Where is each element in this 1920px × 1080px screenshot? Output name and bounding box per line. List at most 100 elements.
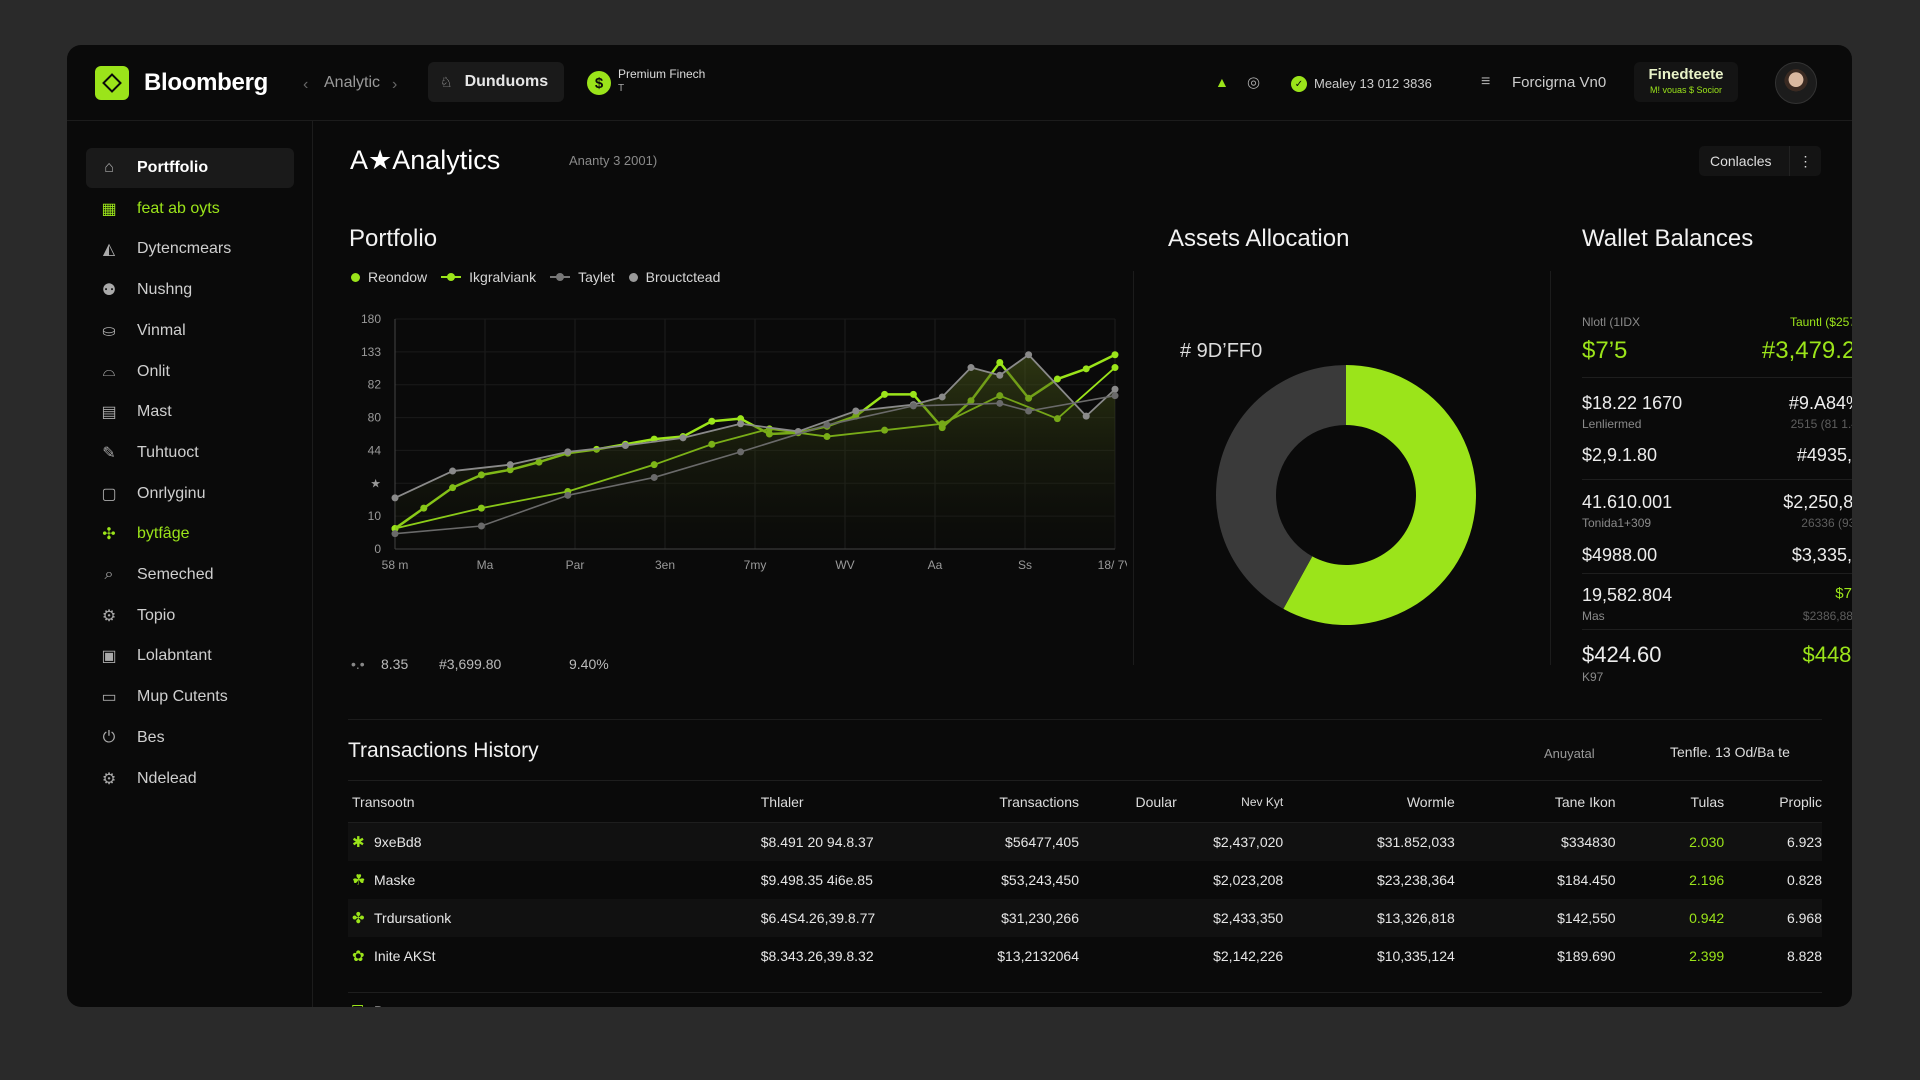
premium-button-title: Finedteete bbox=[1648, 66, 1724, 83]
gear-icon: ⚙ bbox=[101, 607, 117, 625]
bolt-icon[interactable]: ▲ bbox=[1215, 74, 1229, 90]
wallet-label: Mas bbox=[1582, 609, 1605, 623]
divider bbox=[1550, 271, 1551, 665]
table-header-7[interactable]: Tulas bbox=[1615, 780, 1725, 823]
data-point bbox=[1082, 365, 1090, 373]
document-icon: ▢ bbox=[101, 485, 117, 503]
table-cell: $56477,405 bbox=[918, 822, 1079, 861]
chevron-left-icon[interactable]: ‹ bbox=[303, 76, 309, 93]
chevron-right-icon[interactable]: › bbox=[392, 76, 398, 93]
shield-icon[interactable]: ◎ bbox=[1247, 74, 1261, 91]
sidebar-item[interactable]: ⌕ Semeched bbox=[86, 555, 294, 595]
contacts-button[interactable]: Conlacles ⋮ bbox=[1699, 146, 1821, 176]
row-name: Maske bbox=[374, 871, 416, 888]
legend-swatch bbox=[441, 273, 462, 281]
sidebar-item[interactable]: ▣ Lolabntant bbox=[86, 636, 294, 676]
table-row[interactable]: ☘ Maske $9.498.35 4i6e.85 $53,243,450 $2,023… bbox=[348, 861, 1822, 899]
table-cell: 0.828 bbox=[1786, 871, 1822, 888]
row-name: 9xeBd8 bbox=[374, 833, 422, 850]
table-row[interactable]: ✤ Trdursationk $6.4S4.26,39.8.77 $31,230,26… bbox=[348, 898, 1822, 937]
premium-button[interactable]: Finedteete M! vouas $ Socior bbox=[1634, 62, 1738, 102]
table-header-5[interactable]: Wormle bbox=[1283, 780, 1455, 823]
y-tick-label: 10 bbox=[368, 509, 382, 523]
more-vertical-icon[interactable]: ⋮ bbox=[1789, 146, 1821, 176]
sidebar-item[interactable]: ▭ Mup Cutents bbox=[86, 677, 294, 717]
sidebar-item-label: Nushng bbox=[137, 281, 193, 299]
allocation-label: # 9D’FF0 bbox=[1180, 340, 1263, 362]
sidebar-item[interactable]: ⏻ Bes bbox=[86, 718, 294, 758]
legend-label: Ikgralviank bbox=[469, 269, 537, 285]
y-tick-label: 80 bbox=[368, 411, 382, 425]
donut-slice-green[interactable] bbox=[1283, 365, 1476, 625]
wallet-value: #3,479.250 bbox=[1761, 337, 1852, 364]
wallet-value: 41.610.001 bbox=[1582, 492, 1673, 512]
table-row[interactable]: ✿ Inite AKSt $8.343.26,39.8.32 $13,2132064 $… bbox=[348, 937, 1822, 975]
table-header-4[interactable]: Nev Kyt bbox=[1176, 780, 1284, 823]
donut-slice-gray[interactable] bbox=[1216, 365, 1346, 609]
image-icon: ▣ bbox=[101, 648, 117, 666]
table-header-8[interactable]: Proplic bbox=[1724, 780, 1822, 823]
sidebar-item[interactable]: ⌂ Portffolio bbox=[86, 148, 294, 188]
table-cell: 0.942 bbox=[1615, 898, 1725, 937]
top-bar: Bloomberg ‹ Analytic › ♘ Dunduoms $ Prem… bbox=[67, 45, 1852, 121]
table-cell-name: ☘ Maske bbox=[348, 861, 761, 899]
table-header-0[interactable]: Transootn bbox=[348, 780, 761, 823]
data-point bbox=[1111, 351, 1119, 359]
sidebar-item[interactable]: ⛀ Vinmal bbox=[86, 311, 294, 351]
footer-value-1: 8.35 bbox=[381, 656, 409, 672]
table-header-1[interactable]: Thlaler bbox=[760, 780, 919, 823]
premium-button-sub: M! vouas $ Socior bbox=[1649, 85, 1723, 95]
transactions-date[interactable]: Tenfle. 13 Od/Ba te bbox=[1670, 744, 1790, 760]
sidebar-item[interactable]: ▦ feat ab oyts bbox=[86, 189, 294, 229]
message-icon: ▭ bbox=[101, 689, 117, 707]
sidebar-item-label: Lolabntant bbox=[137, 647, 212, 665]
breadcrumb-item-analytic[interactable]: Analytic bbox=[324, 74, 381, 91]
sidebar-item-label: Onlit bbox=[137, 362, 170, 380]
sidebar-item[interactable]: ▢ Onrlyginu bbox=[86, 474, 294, 514]
transactions-table: Transootn Thlaler Transactions Doular Nev Ky… bbox=[348, 780, 1822, 1007]
allocation-donut bbox=[1216, 365, 1476, 625]
dollar-icon[interactable]: $ bbox=[587, 71, 611, 95]
sidebar-item[interactable]: ⚙ Ndelead bbox=[86, 759, 294, 799]
data-point bbox=[1025, 407, 1033, 415]
bank-icon: ⛀ bbox=[102, 322, 116, 340]
breadcrumb-current[interactable]: ♘ Dunduoms bbox=[428, 62, 564, 102]
sidebar-item[interactable]: ◭ Dytencmears bbox=[86, 229, 294, 269]
sidebar-item[interactable]: ⌓ Onlit bbox=[86, 352, 294, 392]
wallet-title: Wallet Balances bbox=[1582, 225, 1754, 252]
table-row[interactable]: ✱ 9xeBd8 $8.491 20 94.8.37 $56477,405 $2,437… bbox=[348, 822, 1822, 861]
compass-icon: ◭ bbox=[102, 241, 116, 259]
power-icon: ⏻ bbox=[102, 728, 116, 746]
status-text: Mealey 13 012 3836 bbox=[1314, 76, 1432, 91]
table-cell: 2.030 bbox=[1615, 822, 1725, 861]
table-row[interactable]: ⛉Besye$6.387.25.4168.33$233384,900$4233,… bbox=[348, 993, 1822, 1007]
row-name: Besye bbox=[374, 1003, 413, 1007]
sidebar-item[interactable]: ✎ Tuhtuoct bbox=[86, 433, 294, 473]
sidebar-item-label: Vinmal bbox=[137, 321, 186, 339]
wallet-value: #4935,688 bbox=[1796, 445, 1852, 465]
y-tick-label: 133 bbox=[361, 345, 381, 359]
wallet-value: #9.A84%70 bbox=[1788, 393, 1852, 413]
wallet-value: $424.60 bbox=[1582, 642, 1662, 667]
table-header-2[interactable]: Transactions bbox=[918, 780, 1079, 823]
sidebar-item[interactable]: ⚙ Topio bbox=[86, 596, 294, 636]
transactions-filter-label[interactable]: Anuyatal bbox=[1544, 746, 1595, 761]
menu-label[interactable]: Forcigrna Vn0 bbox=[1512, 74, 1607, 91]
portfolio-chart: 58 m Ma Par 3en 7my WV Aa Ss 18/ 7V 180 133 82 80 44 ★… bbox=[361, 312, 1127, 572]
sidebar-item[interactable]: ▤ Mast bbox=[86, 392, 294, 432]
table-header-6[interactable]: Tane Ikon bbox=[1454, 780, 1616, 823]
pen-icon: ✎ bbox=[102, 444, 116, 462]
menu-icon[interactable]: ≡ bbox=[1481, 73, 1491, 90]
table-header-3[interactable]: Doular bbox=[1079, 780, 1177, 823]
sidebar-item[interactable]: ⚉ Nushng bbox=[86, 270, 294, 310]
chart-icon: ▦ bbox=[101, 200, 117, 218]
puzzle-icon: ✤ bbox=[352, 909, 365, 927]
sidebar-item[interactable]: ✣ bytfâge bbox=[86, 514, 294, 554]
avatar[interactable] bbox=[1775, 62, 1817, 104]
logo-icon[interactable] bbox=[95, 66, 129, 100]
table-cell: $31.852,033 bbox=[1283, 822, 1455, 861]
paw-icon: ☘ bbox=[352, 871, 366, 889]
table-cell: $9.498.35 4i6e.85 bbox=[760, 871, 873, 888]
sidebar-item-label: Topio bbox=[137, 606, 176, 624]
legend-item: Ikgralviank bbox=[441, 269, 536, 285]
